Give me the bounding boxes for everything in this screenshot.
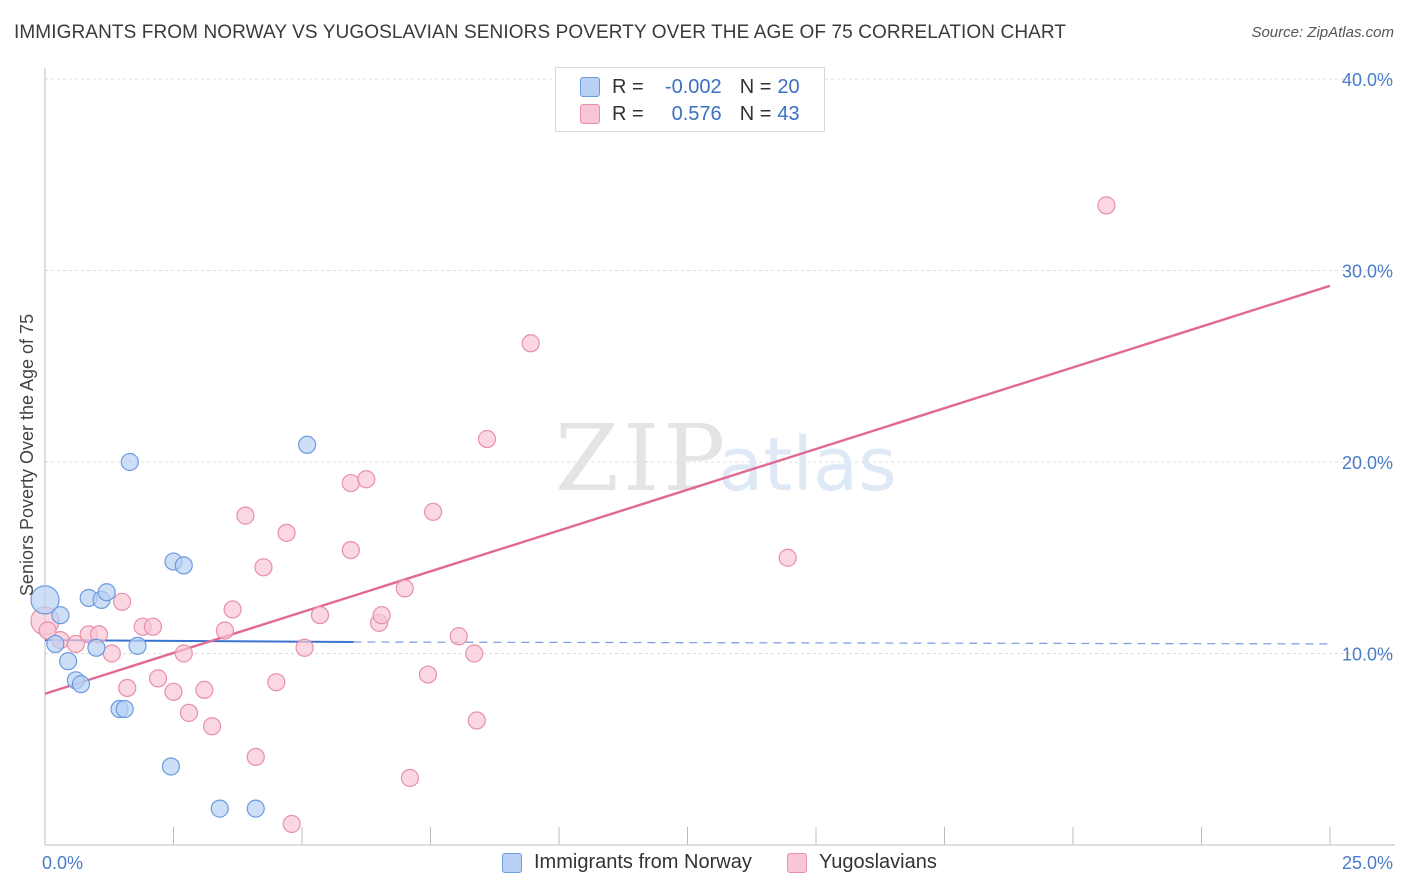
watermark-atlas: atlas	[718, 422, 897, 508]
series-legend-yugoslavians: Yugoslavians	[787, 851, 937, 874]
point-norway	[59, 652, 78, 671]
legend-r-label: R =	[612, 75, 644, 98]
point-norway	[97, 583, 116, 602]
y-tick-label: 30.0%	[1342, 262, 1393, 282]
point-yugoslavians	[118, 678, 137, 698]
point-yugoslavians	[467, 711, 486, 730]
point-yugoslavians	[223, 600, 242, 619]
point-norway	[120, 452, 139, 472]
point-yugoslavians	[341, 473, 360, 493]
point-yugoslavians	[449, 627, 468, 646]
point-yugoslavians	[246, 747, 265, 767]
legend-row-yugoslavians: R = 0.576 N = 43	[580, 101, 800, 127]
point-yugoslavians	[277, 523, 296, 542]
point-norway	[46, 634, 65, 654]
point-yugoslavians	[778, 548, 797, 567]
point-norway	[128, 636, 147, 655]
x-tick-label: 0.0%	[42, 853, 83, 873]
point-yugoslavians	[282, 814, 301, 834]
point-norway	[51, 606, 70, 625]
series-legend: Immigrants from Norway Yugoslavians	[0, 851, 1406, 877]
legend-n-label: N =	[739, 75, 772, 98]
axis-layer	[44, 68, 1395, 846]
watermark: ZIP atlas	[555, 405, 897, 512]
point-yugoslavians	[1097, 196, 1116, 215]
trend-line-yugoslavians	[44, 284, 1331, 695]
point-yugoslavians	[143, 617, 163, 636]
point-yugoslavians	[418, 665, 438, 684]
point-yugoslavians	[357, 470, 376, 489]
point-norway	[210, 799, 229, 818]
point-yugoslavians	[215, 621, 234, 640]
points-layer	[30, 196, 1116, 834]
point-yugoslavians	[174, 644, 193, 663]
y-tick-label: 20.0%	[1342, 453, 1393, 473]
legend-swatch-norway	[580, 77, 600, 97]
correlation-legend: R = -0.002 N = 20 R = 0.576 N = 43	[555, 67, 825, 132]
point-yugoslavians	[38, 621, 57, 640]
chart-title: IMMIGRANTS FROM NORWAY VS YUGOSLAVIAN SE…	[14, 22, 1067, 43]
point-norway	[71, 675, 91, 694]
point-yugoslavians	[423, 502, 443, 521]
legend-n-value: 20	[777, 75, 800, 98]
legend-n-value: 43	[777, 102, 800, 125]
point-yugoslavians	[477, 429, 497, 449]
point-norway	[298, 435, 317, 454]
point-yugoslavians	[66, 634, 85, 654]
series-swatch-norway	[502, 852, 522, 873]
point-yugoslavians	[310, 606, 330, 625]
point-norway	[115, 699, 134, 719]
point-yugoslavians	[179, 703, 199, 722]
point-yugoslavians	[112, 592, 132, 611]
legend-r-label: R =	[612, 102, 644, 125]
point-yugoslavians	[372, 606, 391, 625]
series-legend-norway: Immigrants from Norway	[502, 851, 752, 874]
point-yugoslavians	[395, 579, 414, 598]
x-tick-label: 25.0%	[1342, 853, 1393, 873]
watermark-zip: ZIP	[555, 405, 729, 512]
legend-swatch-yugoslavians	[580, 104, 600, 124]
point-norway	[174, 556, 193, 575]
legend-r-value: 0.576	[671, 102, 722, 125]
point-yugoslavians	[267, 673, 286, 692]
point-yugoslavians	[164, 682, 183, 701]
point-norway	[30, 585, 60, 615]
y-tick-label: 10.0%	[1342, 645, 1393, 665]
point-yugoslavians	[254, 558, 273, 577]
point-yugoslavians	[148, 669, 168, 688]
point-yugoslavians	[102, 644, 121, 663]
point-yugoslavians	[521, 334, 540, 353]
legend-r-value: -0.002	[664, 75, 722, 98]
point-yugoslavians	[295, 638, 314, 657]
point-yugoslavians	[465, 644, 484, 663]
point-yugoslavians	[341, 540, 360, 560]
series-label-yugoslavians: Yugoslavians	[819, 851, 937, 873]
point-norway	[246, 799, 265, 818]
tick-layer: 10.0% 20.0% 30.0% 40.0% 0.0% 25.0%	[42, 70, 1393, 873]
series-label-norway: Immigrants from Norway	[534, 851, 752, 873]
legend-row-norway: R = -0.002 N = 20	[580, 74, 800, 100]
point-yugoslavians	[400, 768, 420, 788]
point-norway	[161, 757, 181, 776]
y-axis-title: Seniors Poverty Over the Age of 75	[17, 314, 37, 596]
point-yugoslavians	[202, 717, 222, 736]
series-swatch-yugoslavians	[787, 852, 807, 873]
source-label: Source: ZipAtlas.com	[1251, 24, 1394, 41]
point-yugoslavians	[236, 506, 255, 525]
y-tick-label: 40.0%	[1342, 70, 1393, 90]
legend-n-label: N =	[739, 102, 772, 125]
point-norway	[87, 638, 106, 657]
grid-layer	[45, 78, 1395, 654]
trend-line-norway-extension	[353, 641, 1331, 645]
point-yugoslavians	[195, 680, 214, 699]
trend-layer	[44, 284, 1331, 695]
